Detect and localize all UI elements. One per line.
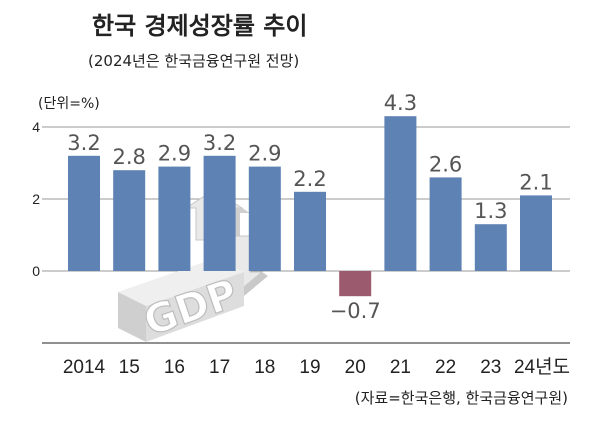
bar-23: [474, 224, 507, 271]
value-label-16: 2.9: [158, 142, 191, 166]
source-note: (자료=한국은행, 한국금융연구원): [355, 389, 568, 407]
bar-20: [339, 271, 372, 297]
bars: [68, 116, 552, 297]
x-tick-label: 16: [164, 357, 185, 378]
y-tick-label: 4: [32, 119, 40, 135]
y-tick-label: 0: [32, 263, 40, 279]
y-tick-label: 2: [32, 191, 40, 207]
bar-16: [158, 166, 191, 271]
x-tick-label: 19: [299, 357, 320, 378]
bar-19: [294, 191, 326, 271]
x-tick-label: 17: [209, 357, 230, 378]
value-label-20: −0.7: [330, 299, 381, 323]
bar-15: [113, 170, 146, 271]
unit-label: (단위=%): [38, 96, 100, 112]
x-tick-label: 20: [345, 357, 366, 378]
value-label-19: 2.2: [293, 167, 326, 191]
x-tick-label: 15: [119, 357, 140, 378]
value-label-17: 3.2: [203, 131, 236, 155]
bar-21: [384, 116, 417, 271]
x-tick-label: 22: [435, 357, 456, 378]
x-tick-label: 18: [254, 357, 275, 378]
value-labels: 3.2 2.8 2.9 3.2 2.9 2.2 −0.7 4.3 2.6 1.3 2.1: [67, 91, 552, 323]
x-tick-label: 21: [390, 357, 411, 378]
bar-2014: [68, 155, 100, 271]
bar-17: [203, 155, 236, 271]
bar-24년도: [520, 195, 552, 271]
y-axis-ticks: 0 2 4: [32, 119, 40, 279]
value-label-24년도: 2.1: [519, 170, 552, 194]
value-label-18: 2.9: [248, 142, 281, 166]
x-tick-label: 2014: [63, 357, 106, 378]
x-tick-label: 24년도: [514, 356, 570, 378]
chart-title: 한국 경제성장률 추이: [92, 12, 307, 40]
value-label-23: 1.3: [474, 199, 507, 223]
x-tick-label: 23: [480, 357, 501, 378]
value-label-15: 2.8: [112, 145, 145, 169]
x-axis-ticks: 2014 15 16 17 18 19 20 21 22 23 24년도: [63, 356, 570, 378]
chart-subtitle: (2024년은 한국금융연구원 전망): [88, 52, 299, 70]
value-label-22: 2.6: [429, 152, 462, 176]
value-label-2014: 3.2: [67, 131, 100, 155]
bar-22: [429, 177, 462, 271]
bar-18: [248, 166, 281, 271]
value-label-21: 4.3: [384, 91, 417, 115]
